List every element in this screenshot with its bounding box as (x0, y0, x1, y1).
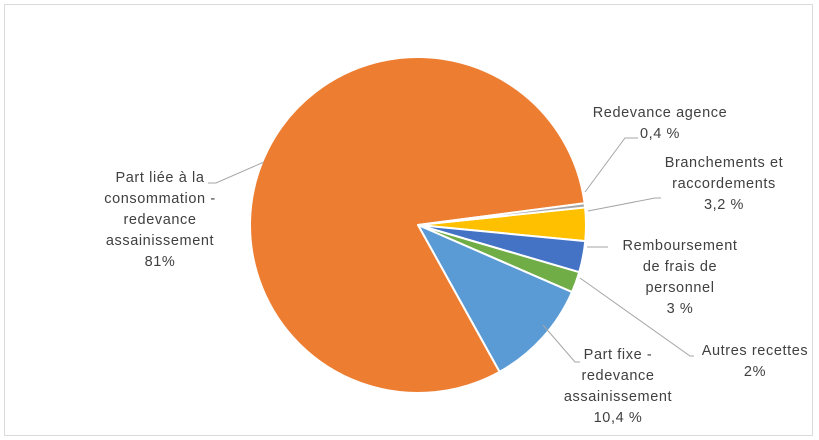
slice-label-line: de frais de (643, 259, 717, 275)
pie-slices (249, 56, 587, 394)
slice-label-line: personnel (645, 280, 714, 296)
pie-slice-part-fixe (417, 224, 574, 373)
slice-label-autres: Autres recettes 2% (702, 343, 809, 380)
slice-label-line: Part liée à la (116, 170, 205, 186)
slice-label-line: Remboursement (623, 238, 738, 254)
slice-label-line: consommation - (104, 191, 216, 207)
slice-label-line: 2% (744, 364, 766, 380)
slice-label-line: Branchements et (665, 155, 784, 171)
leader-line-branchements (587, 197, 661, 212)
leader-line-autres (579, 277, 694, 357)
slice-label-line: 3,2 % (704, 197, 744, 213)
pie-slice-redevance-agence (417, 202, 587, 226)
slice-label-line: 0,4 % (640, 126, 680, 142)
slice-label-line: 3 % (667, 301, 694, 317)
slice-label-remboursement: Remboursement de frais de personnel 3 % (623, 238, 738, 317)
slice-label-redevance-agence: Redevance agence 0,4 % (593, 105, 728, 142)
slice-label-line: assainissement (106, 233, 214, 249)
slice-label-branchements: Branchements et raccordements 3,2 % (665, 155, 784, 213)
slice-label-line: redevance (123, 212, 196, 228)
leader-lines (208, 137, 694, 363)
slice-label-part-consommation: Part liée à la consommation - redevance ass… (104, 170, 216, 270)
slice-label-line: redevance (581, 368, 654, 384)
slice-label-line: Autres recettes (702, 343, 809, 359)
leader-line-redevance-agence (584, 137, 638, 193)
slice-label-line: 10,4 % (594, 410, 643, 426)
leader-line-part-fixe (542, 324, 580, 363)
slice-label-line: Redevance agence (593, 105, 728, 121)
slice-label-line: assainissement (564, 389, 672, 405)
slice-label-line: 81% (145, 254, 176, 270)
leader-line-part-consommation (208, 161, 265, 184)
slice-label-line: raccordements (672, 176, 776, 192)
slice-labels: Branchements et raccordements 3,2 % Rembour… (104, 105, 809, 426)
slice-label-part-fixe: Part fixe - redevance assainissement 10,4 % (564, 347, 672, 426)
slice-label-line: Part fixe - (584, 347, 653, 363)
